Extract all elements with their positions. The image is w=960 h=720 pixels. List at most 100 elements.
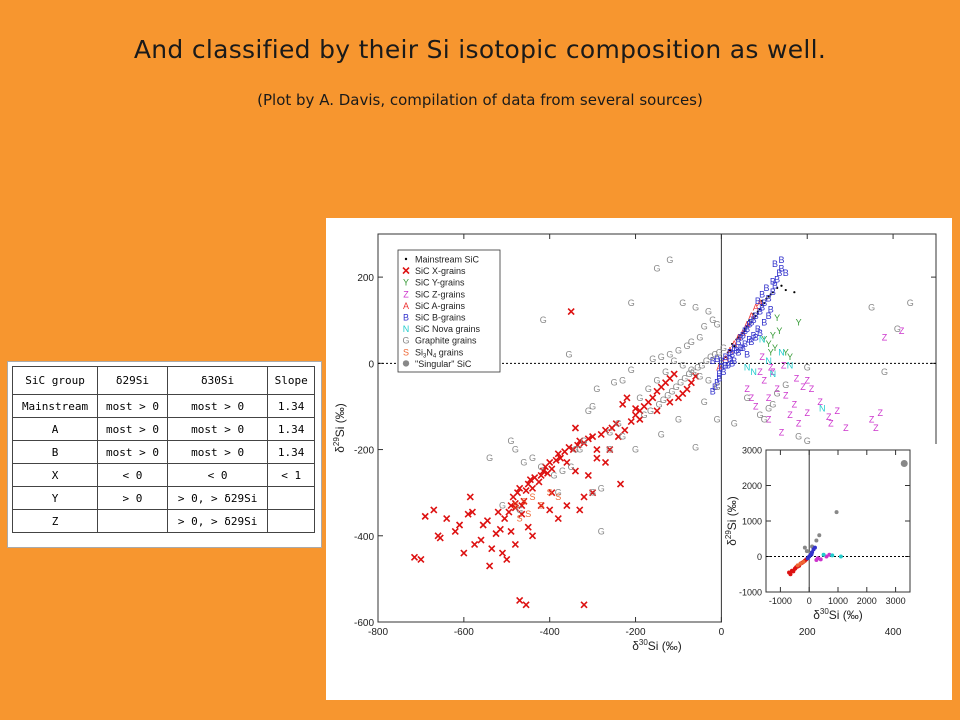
- point-si3n4-grains: [798, 561, 803, 566]
- point-graphite-grains: G: [804, 436, 811, 446]
- point-sic-x-grains: [511, 504, 519, 512]
- point-sic-b-grains: B: [744, 350, 750, 360]
- point-sic-a-grains: A: [731, 339, 737, 349]
- point-sic-b-grains: B: [727, 348, 733, 358]
- point-sic-x-grains: [593, 454, 601, 462]
- point-sic-x-grains: [421, 512, 429, 520]
- x-tick-label: -1000: [769, 596, 792, 606]
- point-sic-x-grains: [434, 532, 442, 540]
- point-graphite-grains: G: [675, 414, 682, 424]
- table-cell: > 0, > δ29Si: [166, 509, 269, 533]
- point-sic-x-grains: [563, 458, 571, 467]
- point-graphite-grains: [814, 538, 819, 543]
- point-graphite-grains: G: [581, 436, 588, 446]
- point-sic-x-grains: [516, 596, 524, 605]
- point-sic-b-grains: B: [740, 343, 746, 353]
- point-sic-x-grains: [791, 569, 796, 574]
- point-sic-x-grains: [468, 508, 476, 516]
- legend-label: SiC Y-grains: [415, 278, 465, 288]
- point-sic-z-grains: Z: [817, 397, 823, 407]
- point-sic-b-grains: B: [710, 386, 716, 396]
- point-sic-b-grains: B: [725, 360, 731, 370]
- point-graphite-grains: G: [529, 453, 536, 463]
- table-cell: most > 0: [166, 417, 269, 441]
- point-sic-x-grains: [537, 471, 545, 479]
- point-sic-x-grains: [483, 517, 492, 525]
- point-sic-z-grains: Z: [826, 412, 832, 422]
- point-graphite-grains: G: [662, 367, 669, 377]
- point-sic-b-grains: B: [716, 369, 722, 379]
- legend-marker: S: [403, 347, 409, 357]
- point-graphite-grains: G: [671, 356, 678, 366]
- point-graphite-grains: G: [705, 376, 712, 386]
- point-sic-x-grains: [554, 450, 562, 458]
- point-graphite-grains: G: [516, 505, 523, 515]
- point-si3n4-grains: S: [521, 496, 527, 506]
- point-graphite-grains: G: [538, 462, 545, 472]
- point-sic-b-grains: B: [748, 337, 754, 347]
- legend-label: SiC Z-grains: [415, 289, 466, 299]
- point-sic-z-grains: Z: [869, 414, 875, 424]
- point-mainstream-sic: [765, 297, 768, 300]
- point-graphite-grains: G: [690, 367, 697, 377]
- y-tick-label: 1000: [742, 517, 762, 527]
- point-sic-b-grains: B: [772, 259, 778, 269]
- point-graphite-grains: G: [656, 399, 663, 409]
- point-graphite-grains: G: [520, 457, 527, 467]
- point-sic-x-grains: [576, 437, 584, 445]
- point-sic-b-grains: B: [714, 378, 720, 388]
- table-row: X < 0 < 0 < 1: [11, 463, 315, 487]
- point-sic-b-grains: B: [729, 350, 735, 360]
- point-sic-x-grains: [612, 420, 620, 428]
- x-tick-label: -800: [368, 627, 388, 638]
- point-sic-x-grains: [455, 521, 464, 529]
- point-sic-y-grains: Y: [774, 313, 780, 323]
- point-sic-b-grains: B: [742, 339, 748, 349]
- point-sic-x-grains: [471, 540, 479, 548]
- slide-subtitle: (Plot by A. Davis, compilation of data f…: [257, 91, 703, 109]
- point-sic-b-grains: [812, 545, 817, 550]
- point-sic-x-grains: [621, 426, 629, 434]
- legend-marker: Y: [403, 278, 409, 288]
- point-graphite-grains: G: [782, 380, 789, 390]
- point-sic-x-grains: [683, 385, 691, 393]
- point-mainstream-sic: [754, 314, 757, 318]
- point-mainstream-sic: [722, 357, 725, 361]
- point-sic-z-grains: Z: [882, 332, 888, 342]
- point-si3n4-grains: [801, 559, 806, 564]
- point-graphite-grains: G: [688, 337, 695, 347]
- point-sic-x-grains: [552, 456, 560, 464]
- point-sic-x-grains: [466, 493, 474, 501]
- x-tick-label: 1000: [828, 596, 848, 606]
- slide-title: And classified by their Si isotopic comp…: [133, 35, 827, 64]
- point-graphite-grains: [802, 545, 807, 550]
- point-si3n4-grains: S: [547, 488, 553, 498]
- point-graphite-grains: G: [681, 373, 688, 383]
- point-si3n4-grains: S: [555, 492, 561, 502]
- point-graphite-grains: G: [641, 410, 648, 420]
- point-mainstream-sic: [761, 304, 764, 307]
- point-sic-z-grains: Z: [766, 393, 772, 403]
- point-sic-z-grains: Z: [781, 360, 787, 370]
- point-graphite-grains: G: [628, 298, 635, 308]
- table-cell: > 0: [97, 486, 168, 510]
- point-sic-b-grains: B: [766, 311, 772, 321]
- point-sic-x-grains: [556, 454, 564, 462]
- point-sic-z-grains: Z: [800, 382, 806, 392]
- y-axis-label: δ29Si (‰): [332, 403, 347, 453]
- point-mainstream-sic: [780, 284, 783, 287]
- point-sic-b-grains: B: [759, 302, 765, 312]
- y-tick-label: -400: [354, 532, 374, 543]
- point-graphite-grains: G: [508, 436, 515, 446]
- point-sic-x-grains: [498, 549, 507, 557]
- point-sic-z-grains: Z: [759, 352, 765, 362]
- point-sic-a-grains: A: [723, 354, 729, 364]
- point-sic-b-grains: B: [772, 281, 778, 291]
- point-graphite-grains: G: [653, 376, 660, 386]
- header-d30si: δ30Si: [166, 366, 269, 395]
- point-sic-x-grains: [507, 527, 515, 536]
- point-sic-b-grains: B: [748, 317, 754, 327]
- point-mainstream-sic: [741, 332, 744, 335]
- x-tick-label: -600: [454, 627, 474, 638]
